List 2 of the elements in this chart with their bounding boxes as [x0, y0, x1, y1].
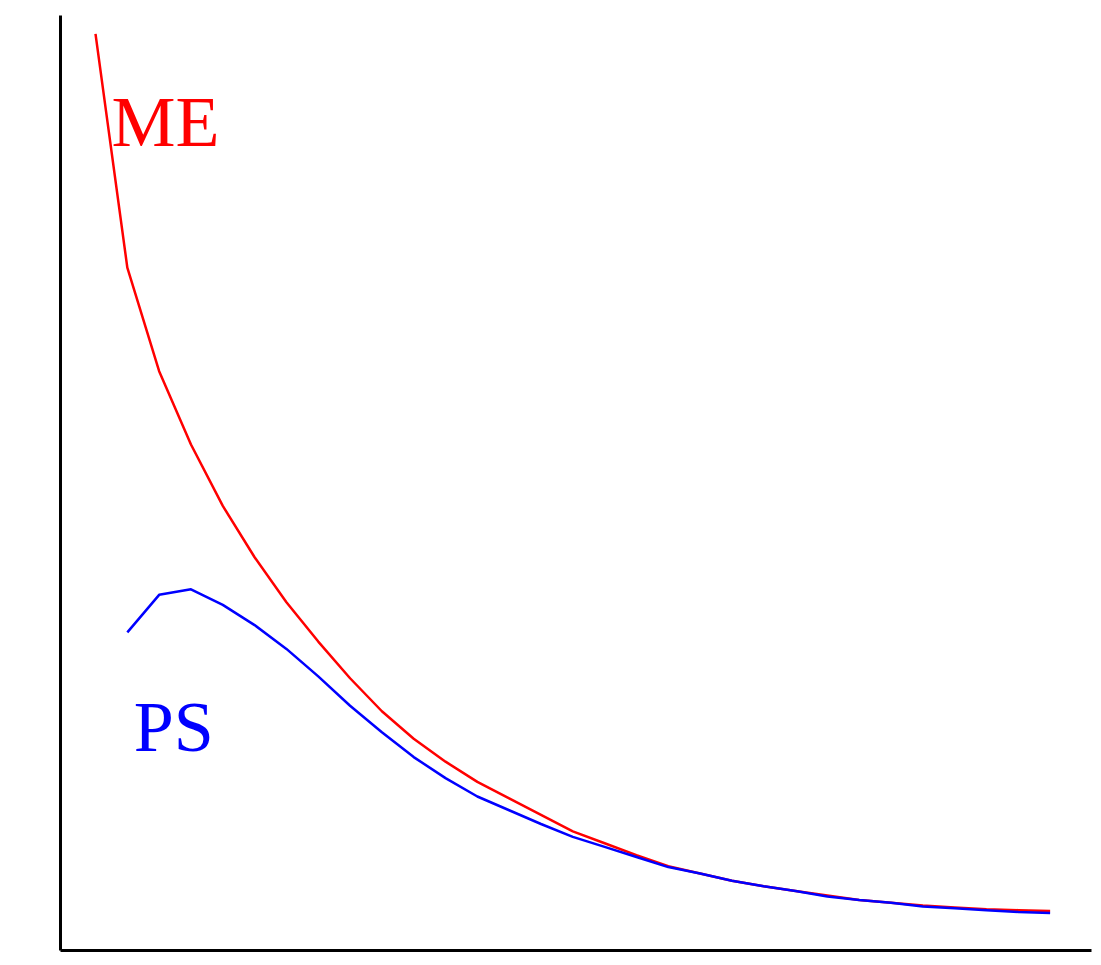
series-label: PS	[133, 687, 214, 768]
series-label: ME	[111, 82, 220, 163]
